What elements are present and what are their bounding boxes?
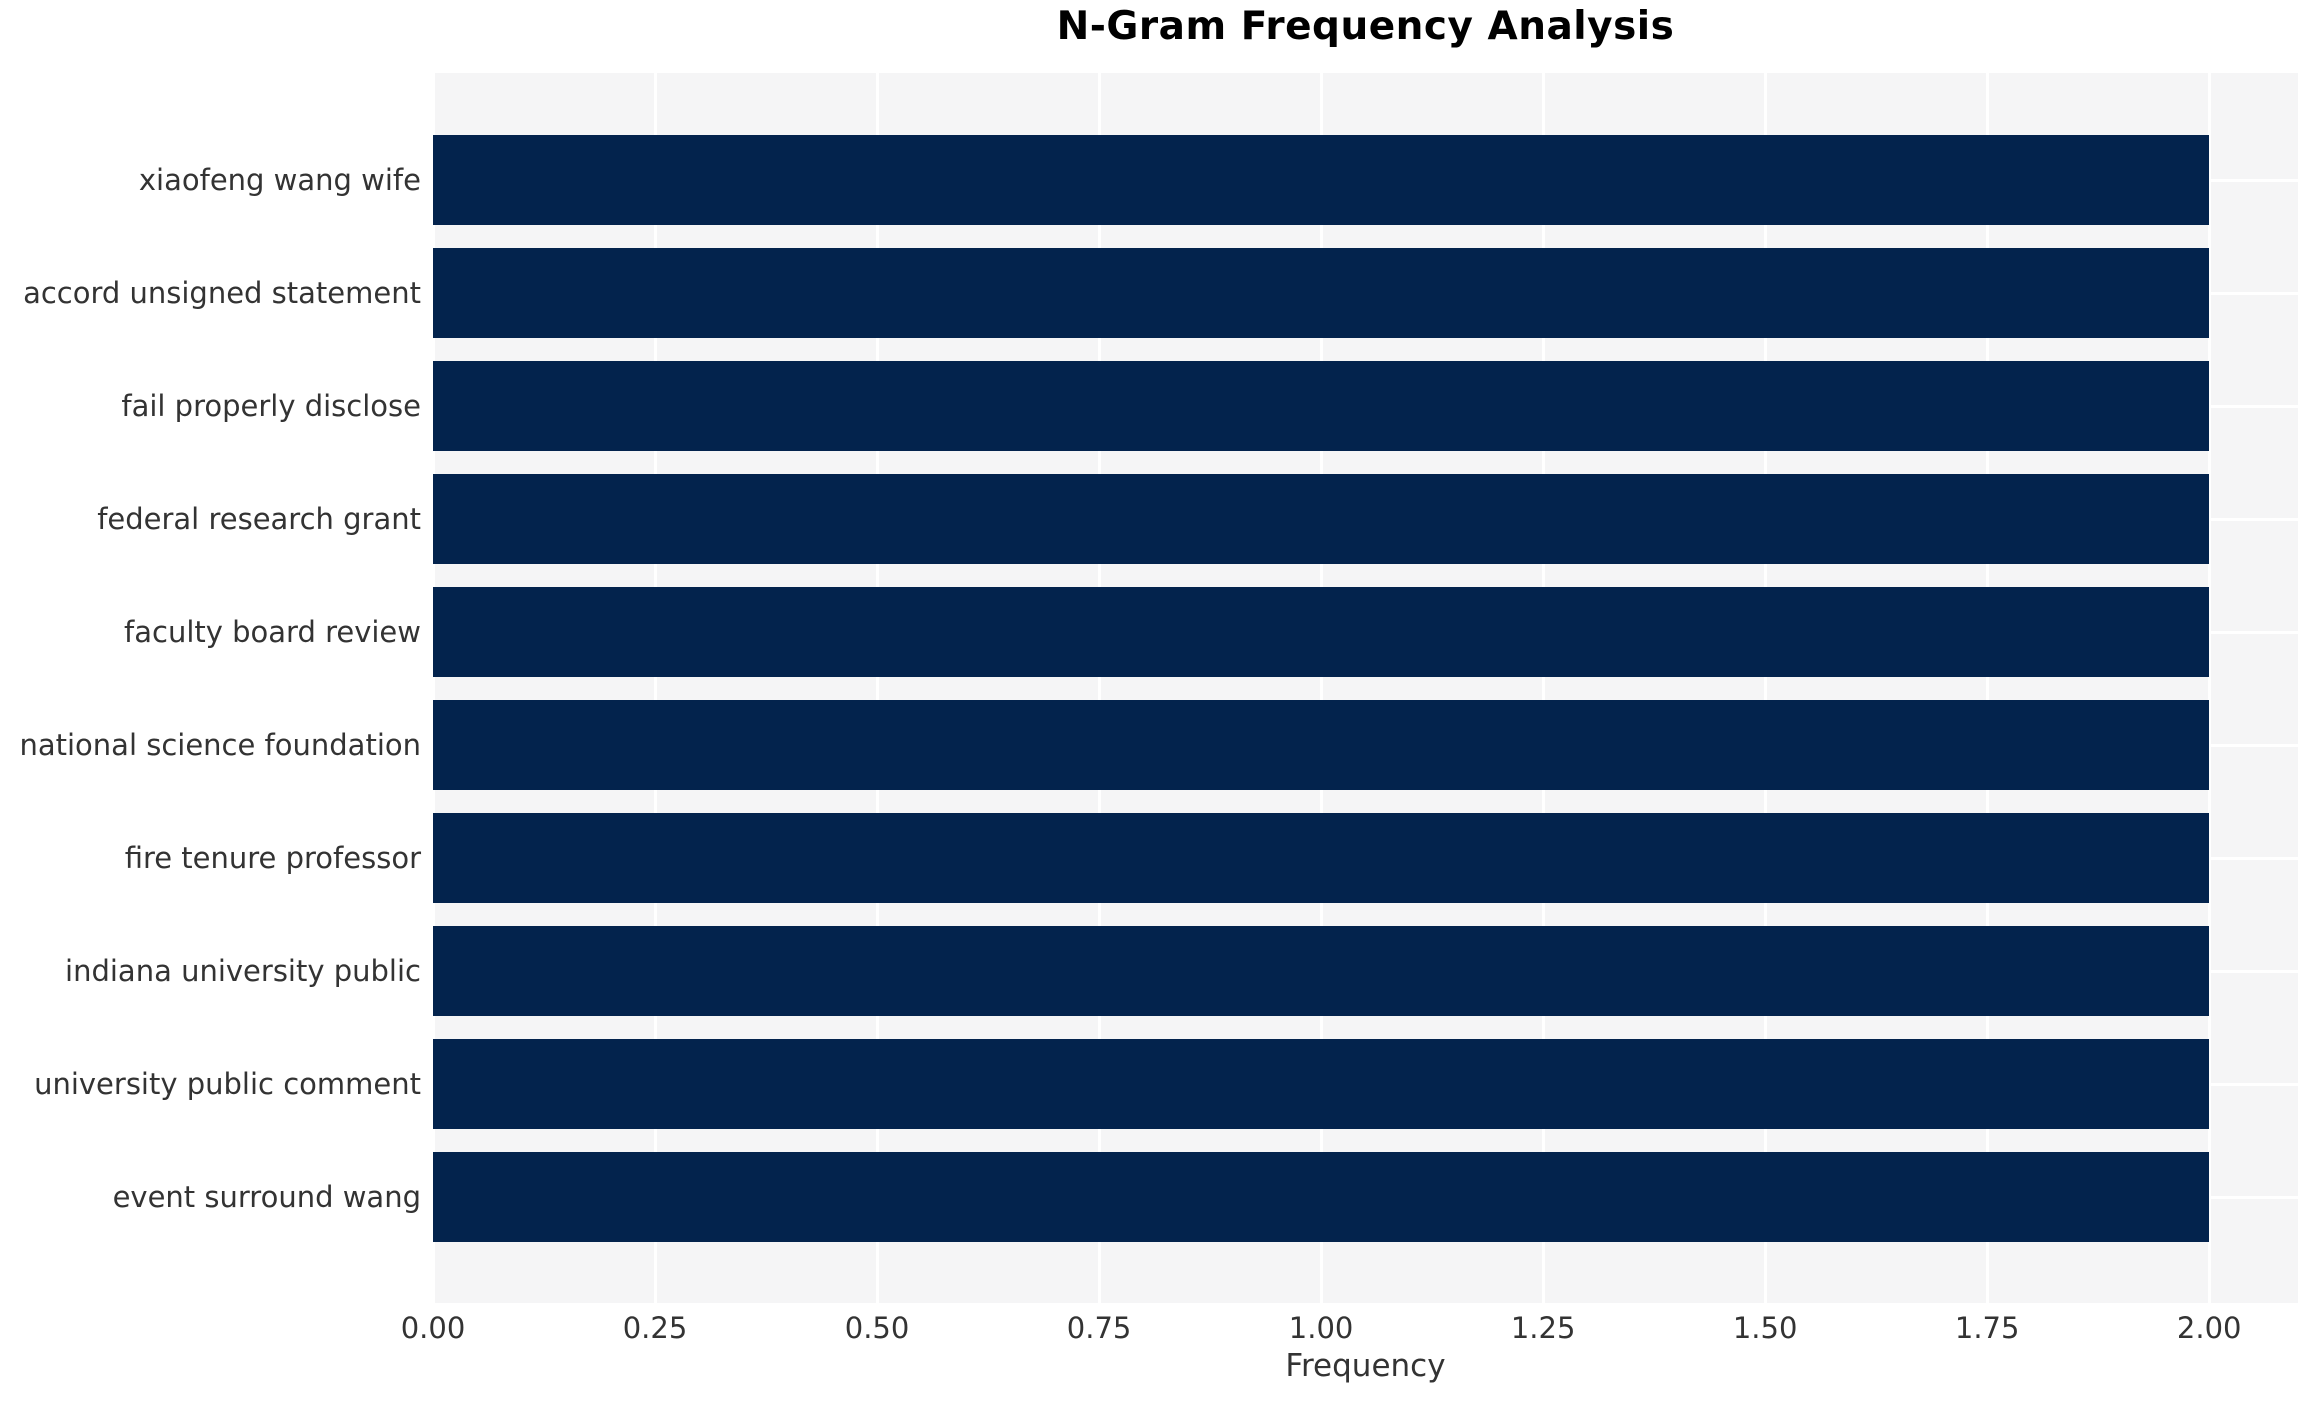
y-tick-label: fire tenure professor <box>124 840 421 875</box>
bar-fire-tenure-professor <box>433 812 2210 903</box>
bar-fail-properly-disclose <box>433 360 2210 451</box>
x-axis-ticks: 0.00 0.25 0.50 0.75 1.00 1.25 1.50 1.75 2.00 <box>401 1303 2298 1349</box>
bar-accord-unsigned-statement <box>433 247 2210 338</box>
gridline-vertical <box>1098 73 1102 1303</box>
x-tick-label: 0.75 <box>1066 1311 1132 1345</box>
y-tick-label: indiana university public <box>65 953 421 988</box>
bar-xiaofeng-wang-wife <box>433 134 2210 225</box>
chart-title: N-Gram Frequency Analysis <box>1056 4 1675 49</box>
y-axis-labels: xiaofeng wang wife accord unsigned statem… <box>0 73 421 1303</box>
gridline-vertical <box>2208 73 2212 1303</box>
y-tick-label: university public comment <box>34 1066 421 1101</box>
x-tick-label: 1.75 <box>1954 1311 2020 1345</box>
bar-federal-research-grant <box>433 473 2210 564</box>
gridline-vertical <box>1764 73 1768 1303</box>
gridline-vertical <box>1542 73 1546 1303</box>
bar-indiana-university-public <box>433 925 2210 1016</box>
plot-area <box>432 73 2298 1303</box>
y-tick-label: faculty board review <box>124 614 421 649</box>
y-tick-label: xiaofeng wang wife <box>138 162 421 197</box>
gridline-vertical <box>654 73 658 1303</box>
y-tick-label: event surround wang <box>112 1179 421 1214</box>
x-axis-title: Frequency <box>1285 1348 1446 1384</box>
gridline-vertical <box>432 73 435 1303</box>
x-tick-label: 0.50 <box>844 1311 910 1345</box>
bar-national-science-foundation <box>433 699 2210 790</box>
y-tick-label: accord unsigned statement <box>23 275 421 310</box>
y-tick-label: national science foundation <box>19 727 421 762</box>
gridline-vertical <box>1320 73 1324 1303</box>
bar-event-surround-wang <box>433 1151 2210 1242</box>
y-tick-label: federal research grant <box>97 501 421 536</box>
bar-university-public-comment <box>433 1038 2210 1129</box>
gridline-vertical <box>1986 73 1990 1303</box>
gridline-vertical <box>876 73 880 1303</box>
bar-faculty-board-review <box>433 586 2210 677</box>
y-tick-label: fail properly disclose <box>121 388 421 423</box>
x-tick-label: 0.00 <box>400 1311 466 1345</box>
x-tick-label: 1.25 <box>1510 1311 1576 1345</box>
x-tick-label: 0.25 <box>622 1311 688 1345</box>
x-tick-label: 1.50 <box>1732 1311 1798 1345</box>
x-tick-label: 1.00 <box>1288 1311 1354 1345</box>
x-tick-label: 2.00 <box>2176 1311 2242 1345</box>
